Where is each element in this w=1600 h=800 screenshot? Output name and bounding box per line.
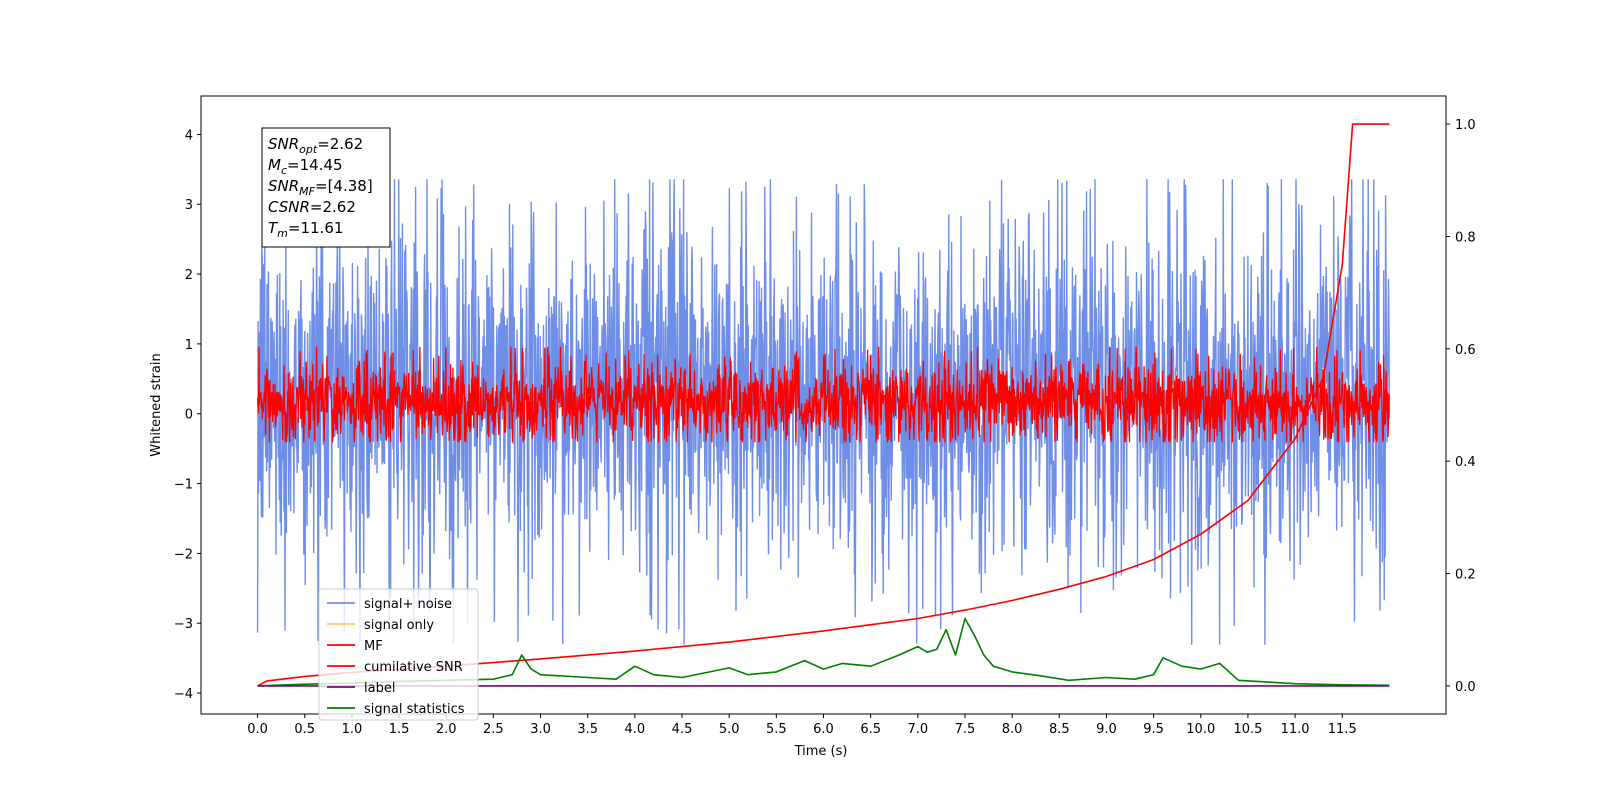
y2-tick-label: 0.6 [1455, 343, 1476, 358]
x-tick-label: 2.0 [436, 722, 457, 737]
legend-entry-signal-noise: signal+ noise [364, 597, 452, 612]
y2-tick-label: 0.2 [1455, 568, 1476, 583]
y-tick-label: 1 [185, 338, 193, 353]
x-axis: 0.0 0.5 1.0 1.5 2.0 2.5 3.0 3.5 4.0 4.5 5.0 5.5 6.0 6… [247, 714, 1357, 737]
y-tick-label: −4 [174, 687, 193, 702]
x-tick-label: 8.5 [1049, 722, 1070, 737]
legend-entry-label: label [364, 681, 395, 696]
y-tick-label: 2 [185, 268, 193, 283]
x-tick-label: 7.5 [955, 722, 976, 737]
series-line-signal-noise [256, 179, 1391, 645]
legend-entry-mf: MF [364, 639, 383, 654]
x-tick-label: 10.5 [1233, 722, 1262, 737]
legend-entry-cumilative-snr: cumilative SNR [364, 660, 463, 675]
y-tick-label: −3 [174, 617, 193, 632]
x-tick-label: 5.5 [766, 722, 787, 737]
y-axis-right: 1.0 0.8 0.6 0.4 0.2 0.0 [1446, 118, 1476, 695]
x-tick-label: 1.5 [389, 722, 410, 737]
stats-box: SNRopt=2.62Mc=14.45SNRMF=[4.38]CSNR=2.62… [261, 127, 391, 248]
stats-line: SNRopt=2.62 [268, 135, 363, 156]
legend-entry-signal-only: signal only [364, 618, 434, 633]
x-tick-label: 3.5 [577, 722, 598, 737]
y2-tick-label: 1.0 [1455, 118, 1476, 133]
x-tick-label: 6.0 [813, 722, 834, 737]
y-tick-label: 0 [185, 408, 193, 423]
x-axis-label: Time (s) [794, 744, 848, 759]
y2-tick-label: 0.0 [1455, 680, 1476, 695]
y-axis-left: 4 3 2 1 0 −1 −2 −3 −4 [174, 128, 201, 702]
x-tick-label: 0.0 [247, 722, 268, 737]
x-tick-label: 4.0 [625, 722, 646, 737]
legend: signal+ noise signal only MF cumilative SNR… [318, 588, 479, 721]
y-tick-label: −1 [174, 478, 193, 493]
y2-tick-label: 0.4 [1455, 455, 1476, 470]
y-tick-label: 4 [185, 128, 193, 143]
stats-line: CSNR=2.62 [268, 198, 356, 216]
y2-tick-label: 0.8 [1455, 230, 1476, 245]
x-tick-label: 7.0 [907, 722, 928, 737]
x-tick-label: 10.0 [1186, 722, 1215, 737]
series-line-mf [256, 346, 1390, 443]
x-tick-label: 1.0 [342, 722, 363, 737]
x-tick-label: 6.5 [860, 722, 881, 737]
y-axis-label: Whitened strain [149, 353, 164, 456]
x-tick-label: 11.5 [1328, 722, 1357, 737]
stats-line: SNRMF=[4.38] [268, 177, 373, 198]
x-tick-label: 9.0 [1096, 722, 1117, 737]
x-tick-label: 4.5 [672, 722, 693, 737]
series-line-signal-statistics [257, 617, 1390, 687]
y-tick-label: 3 [185, 198, 193, 213]
stats-box-frame [261, 127, 391, 248]
legend-frame [318, 588, 479, 721]
x-tick-label: 8.0 [1002, 722, 1023, 737]
x-tick-label: 2.5 [483, 722, 504, 737]
x-tick-label: 11.0 [1281, 722, 1310, 737]
x-tick-label: 5.0 [719, 722, 740, 737]
stats-line: Tm=11.61 [268, 219, 343, 240]
y-tick-label: −2 [174, 547, 193, 562]
x-tick-label: 0.5 [294, 722, 315, 737]
stats-line: Mc=14.45 [268, 156, 343, 177]
legend-entry-signal-statistics: signal statistics [364, 702, 465, 717]
x-tick-label: 9.5 [1143, 722, 1164, 737]
x-tick-label: 3.0 [530, 722, 551, 737]
